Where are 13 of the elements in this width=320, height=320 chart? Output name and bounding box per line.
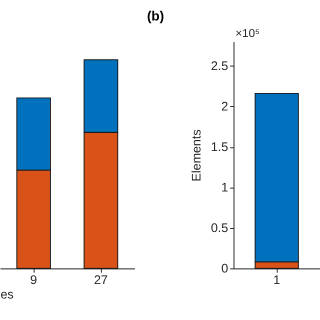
chart-title: (b) [146,8,164,24]
y-tick-label: 2 [221,100,228,114]
x-axis-title: es [0,288,14,302]
x-tick-label: 27 [94,273,108,288]
y-tick-label: 0.5 [210,221,228,236]
y-axis-title: Elements [189,129,204,182]
y-tick-label: 1 [221,180,228,195]
y-tick-label: 0 [221,262,228,276]
y-tick-label: 2.5 [210,59,228,74]
y-tick-label: 1.5 [210,140,228,154]
text: ×10⁵ [235,28,260,40]
x-tick-label: 9 [30,273,38,288]
x-tick-label: 1 [273,273,280,288]
